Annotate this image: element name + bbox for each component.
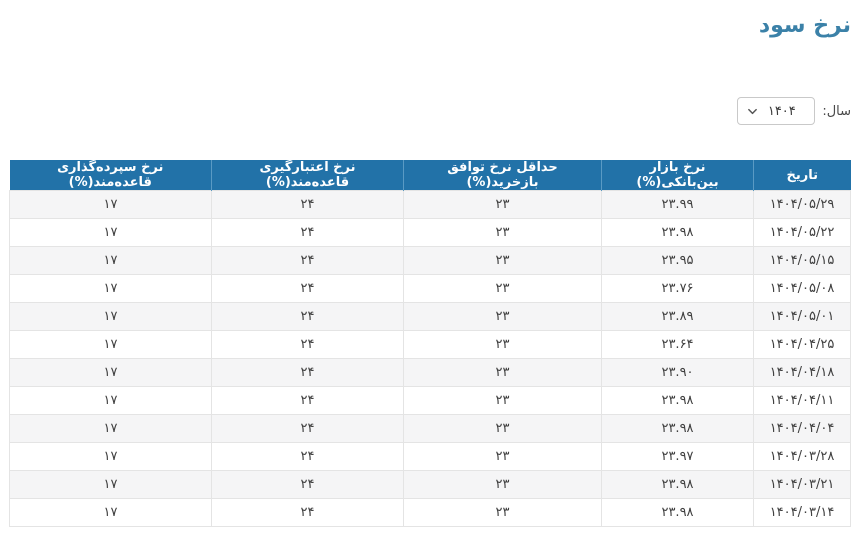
- table-cell-interbank: ۲۳.۹۹: [601, 190, 754, 219]
- table-cell-repo: ۲۳: [403, 442, 602, 471]
- table-cell-interbank: ۲۳.۹۸: [601, 498, 754, 527]
- table-row: ۱۴۰۴/۰۵/۲۹ ۲۳.۹۹ ۲۳ ۲۴ ۱۷: [9, 190, 851, 219]
- page-container: نرخ سود سال: ۱۴۰۴ تاریخ نرخ بازار بین‌با…: [9, 13, 851, 527]
- year-label: سال:: [822, 103, 851, 119]
- table-cell-repo: ۲۳: [403, 190, 602, 219]
- table-row: ۱۴۰۴/۰۵/۲۲ ۲۳.۹۸ ۲۳ ۲۴ ۱۷: [9, 218, 851, 247]
- table-cell-deposit: ۱۷: [9, 330, 212, 359]
- table-row: ۱۴۰۴/۰۵/۰۱ ۲۳.۸۹ ۲۳ ۲۴ ۱۷: [9, 302, 851, 331]
- table-cell-date: ۱۴۰۴/۰۵/۲۹: [753, 190, 851, 219]
- table-row: ۱۴۰۴/۰۴/۲۵ ۲۳.۶۴ ۲۳ ۲۴ ۱۷: [9, 330, 851, 359]
- table-cell-credit: ۲۴: [211, 358, 404, 387]
- table-cell-repo: ۲۳: [403, 386, 602, 415]
- table-cell-credit: ۲۴: [211, 414, 404, 443]
- table-cell-deposit: ۱۷: [9, 358, 212, 387]
- table-row: ۱۴۰۴/۰۳/۱۴ ۲۳.۹۸ ۲۳ ۲۴ ۱۷: [9, 498, 851, 527]
- table-row: ۱۴۰۴/۰۵/۰۸ ۲۳.۷۶ ۲۳ ۲۴ ۱۷: [9, 274, 851, 303]
- table-cell-repo: ۲۳: [403, 330, 602, 359]
- table-cell-date: ۱۴۰۴/۰۵/۱۵: [753, 246, 851, 275]
- table-cell-date: ۱۴۰۴/۰۵/۰۸: [753, 274, 851, 303]
- table-cell-deposit: ۱۷: [9, 470, 212, 499]
- table-cell-date: ۱۴۰۴/۰۳/۲۱: [753, 470, 851, 499]
- table-row: ۱۴۰۴/۰۳/۲۸ ۲۳.۹۷ ۲۳ ۲۴ ۱۷: [9, 442, 851, 471]
- column-header-interbank: نرخ بازار بین‌بانکی(%): [601, 160, 754, 191]
- table-cell-repo: ۲۳: [403, 218, 602, 247]
- table-cell-date: ۱۴۰۴/۰۳/۱۴: [753, 498, 851, 527]
- table-cell-interbank: ۲۳.۹۸: [601, 414, 754, 443]
- table-cell-date: ۱۴۰۴/۰۴/۱۸: [753, 358, 851, 387]
- table-cell-date: ۱۴۰۴/۰۳/۲۸: [753, 442, 851, 471]
- table-row: ۱۴۰۴/۰۳/۲۱ ۲۳.۹۸ ۲۳ ۲۴ ۱۷: [9, 470, 851, 499]
- chevron-down-icon: [747, 106, 758, 117]
- table-cell-credit: ۲۴: [211, 330, 404, 359]
- table-cell-deposit: ۱۷: [9, 302, 212, 331]
- table-cell-interbank: ۲۳.۷۶: [601, 274, 754, 303]
- table-cell-credit: ۲۴: [211, 386, 404, 415]
- year-select-value: ۱۴۰۴: [767, 103, 796, 119]
- table-row: ۱۴۰۴/۰۴/۱۱ ۲۳.۹۸ ۲۳ ۲۴ ۱۷: [9, 386, 851, 415]
- table-cell-credit: ۲۴: [211, 302, 404, 331]
- column-header-repo: حداقل نرخ توافق بازخرید(%): [403, 160, 602, 191]
- table-cell-interbank: ۲۳.۹۰: [601, 358, 754, 387]
- table-cell-repo: ۲۳: [403, 498, 602, 527]
- table-row: ۱۴۰۴/۰۴/۰۴ ۲۳.۹۸ ۲۳ ۲۴ ۱۷: [9, 414, 851, 443]
- table-cell-deposit: ۱۷: [9, 386, 212, 415]
- table-cell-interbank: ۲۳.۹۸: [601, 218, 754, 247]
- table-cell-credit: ۲۴: [211, 470, 404, 499]
- table-cell-date: ۱۴۰۴/۰۵/۲۲: [753, 218, 851, 247]
- header-row: تاریخ نرخ بازار بین‌بانکی(%) حداقل نرخ ت…: [9, 160, 851, 191]
- table-cell-credit: ۲۴: [211, 218, 404, 247]
- table-cell-date: ۱۴۰۴/۰۴/۲۵: [753, 330, 851, 359]
- year-select[interactable]: ۱۴۰۴: [737, 97, 816, 125]
- table-row: ۱۴۰۴/۰۴/۱۸ ۲۳.۹۰ ۲۳ ۲۴ ۱۷: [9, 358, 851, 387]
- table-cell-credit: ۲۴: [211, 274, 404, 303]
- table-cell-credit: ۲۴: [211, 246, 404, 275]
- table-cell-date: ۱۴۰۴/۰۴/۱۱: [753, 386, 851, 415]
- table-cell-interbank: ۲۳.۹۵: [601, 246, 754, 275]
- rates-table-header: تاریخ نرخ بازار بین‌بانکی(%) حداقل نرخ ت…: [9, 160, 851, 191]
- year-selector-row: سال: ۱۴۰۴: [10, 97, 851, 125]
- table-cell-interbank: ۲۳.۶۴: [601, 330, 754, 359]
- table-cell-deposit: ۱۷: [9, 190, 212, 219]
- table-cell-credit: ۲۴: [211, 498, 404, 527]
- table-cell-interbank: ۲۳.۸۹: [601, 302, 754, 331]
- table-cell-repo: ۲۳: [403, 274, 602, 303]
- table-cell-repo: ۲۳: [403, 470, 602, 499]
- table-cell-deposit: ۱۷: [9, 246, 212, 275]
- table-cell-deposit: ۱۷: [9, 442, 212, 471]
- table-cell-repo: ۲۳: [403, 358, 602, 387]
- table-cell-date: ۱۴۰۴/۰۵/۰۱: [753, 302, 851, 331]
- table-cell-deposit: ۱۷: [9, 498, 212, 527]
- table-cell-credit: ۲۴: [211, 190, 404, 219]
- table-cell-interbank: ۲۳.۹۷: [601, 442, 754, 471]
- column-header-credit: نرخ اعتبارگیری قاعده‌مند(%): [211, 160, 404, 191]
- table-cell-repo: ۲۳: [403, 414, 602, 443]
- table-cell-date: ۱۴۰۴/۰۴/۰۴: [753, 414, 851, 443]
- table-cell-deposit: ۱۷: [9, 414, 212, 443]
- table-cell-repo: ۲۳: [403, 302, 602, 331]
- column-header-date: تاریخ: [753, 160, 851, 191]
- column-header-deposit: نرخ سپرده‌گذاری قاعده‌مند(%): [9, 160, 212, 191]
- table-cell-deposit: ۱۷: [9, 274, 212, 303]
- table-cell-interbank: ۲۳.۹۸: [601, 470, 754, 499]
- rates-table: تاریخ نرخ بازار بین‌بانکی(%) حداقل نرخ ت…: [9, 160, 851, 527]
- table-cell-repo: ۲۳: [403, 246, 602, 275]
- table-row: ۱۴۰۴/۰۵/۱۵ ۲۳.۹۵ ۲۳ ۲۴ ۱۷: [9, 246, 851, 275]
- table-cell-credit: ۲۴: [211, 442, 404, 471]
- table-cell-deposit: ۱۷: [9, 218, 212, 247]
- page-title: نرخ سود: [758, 13, 851, 38]
- table-cell-interbank: ۲۳.۹۸: [601, 386, 754, 415]
- rates-table-body: ۱۴۰۴/۰۵/۲۹ ۲۳.۹۹ ۲۳ ۲۴ ۱۷ ۱۴۰۴/۰۵/۲۲ ۲۳.۹۸ ۲۳ ۲۴…: [9, 190, 851, 527]
